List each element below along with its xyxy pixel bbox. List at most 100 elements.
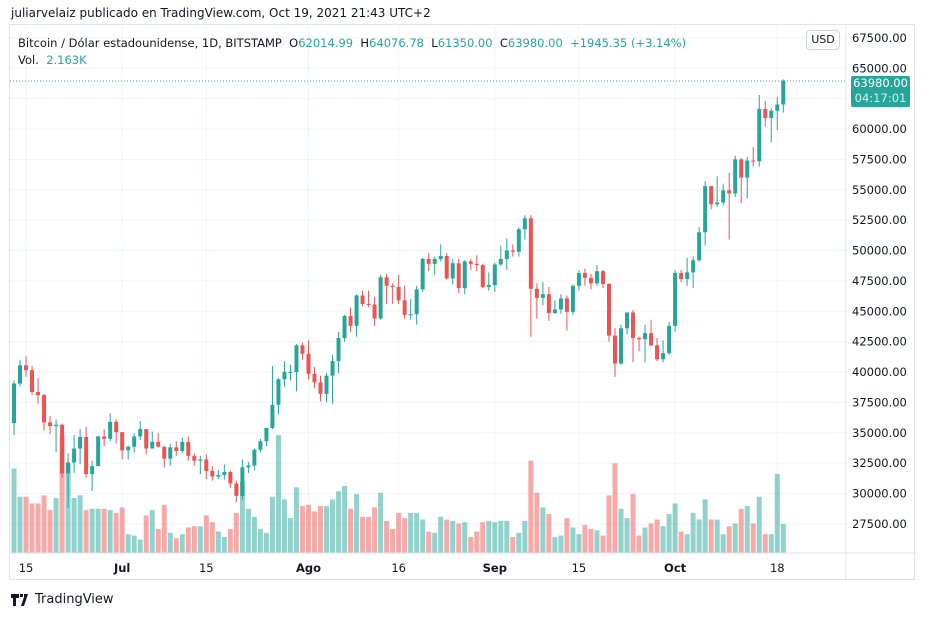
volume-bar [287,518,293,553]
candle-body [727,190,732,194]
candle-body [186,441,191,456]
volume-bar [762,534,768,553]
volume-bar [53,498,59,553]
candle-body [619,328,624,364]
volume-bar [251,516,257,553]
candle-body [180,441,185,451]
candle-body [685,272,690,280]
candle-body [264,427,269,442]
volume-bar [107,510,113,553]
candle-body [252,449,257,466]
volume-bar [89,508,95,553]
volume-bar [149,510,155,553]
volume-bar [684,534,690,553]
candle-body [516,229,521,252]
volume-bar [366,516,372,553]
volume-bar [119,507,125,553]
volume-bar [630,494,636,553]
candle-body [240,467,245,496]
volume-bar [191,526,197,553]
volume-bar [227,528,233,553]
candle-body [162,446,167,459]
volume-bar [197,526,203,553]
candle-body [739,159,744,178]
volume-bar [516,532,522,553]
volume-bar [269,496,275,553]
candles [12,79,786,509]
volume-bar [618,508,624,553]
low-label: L [431,36,438,50]
volume-bar [510,536,516,553]
volume-bar [113,512,119,553]
candle-body [582,272,587,278]
volume-bar [498,520,504,553]
candle-body [522,218,527,230]
candle-body [90,466,95,475]
volume-bar [173,538,179,553]
volume-bar [582,524,588,553]
volume-bar [348,508,354,553]
time-axis: 15 Jul 15 Ago 16 Sep 15 Oct 18 [19,561,785,575]
candle-body [697,232,702,261]
volume-bar [678,531,684,553]
volume-bar [95,508,101,553]
candle-body [444,255,449,279]
volume-bar [77,495,83,553]
volume-bar [432,532,438,553]
candle-body [48,422,53,427]
volume-bar [672,503,678,553]
volume-bar [65,463,71,553]
price-tick-label: 35000.00 [852,426,907,440]
candle-body [102,436,107,439]
candle-body [691,260,696,273]
candle-body [414,289,419,315]
volume-bar [540,507,546,553]
time-tick-label: 18 [770,561,785,575]
volume-bar [275,435,281,553]
volume-bar [281,499,287,553]
candle-body [763,108,768,119]
candle-body [715,202,720,205]
volume-bar [588,528,594,553]
candle-body [300,345,305,354]
candle-body [372,304,377,319]
time-tick-label: Sep [483,561,507,575]
volume-bar [426,531,432,553]
candle-body [396,286,401,301]
price-tick-label: 40000.00 [852,365,907,379]
candle-body [138,429,143,437]
candle-body [378,277,383,319]
candle-body [498,259,503,265]
candle-body [132,436,137,447]
volume-bar [528,460,534,553]
candle-body [456,263,461,289]
volume-bar [390,528,396,553]
volume-bar [143,515,149,553]
volume-bar [372,507,378,553]
price-tick-label: 55000.00 [852,183,907,197]
candle-body [108,421,113,439]
volume-bar [780,524,786,553]
candle-body [649,333,654,346]
volume-bar [354,494,360,553]
close-label: C [499,36,508,50]
price-axis: 27500.00 30000.00 32500.00 35000.00 37500.00… [852,31,907,531]
tradingview-brand[interactable]: TradingView [11,592,114,607]
price-tick-label: 47500.00 [852,274,907,288]
volume-bar [221,536,227,553]
currency-button[interactable]: USD [806,30,840,50]
volume-bar [576,534,582,553]
candle-body [258,441,263,450]
volume-bar [720,534,726,553]
candle-body [330,361,335,376]
candle-body [637,337,642,340]
volume-bar [414,512,420,553]
candle-body [390,285,395,287]
volume-bar [564,518,570,553]
volume-bar [336,491,342,553]
volume-bar [402,518,408,553]
candle-body [775,104,780,111]
volume-bar [468,536,474,553]
volume-bar [690,512,696,553]
